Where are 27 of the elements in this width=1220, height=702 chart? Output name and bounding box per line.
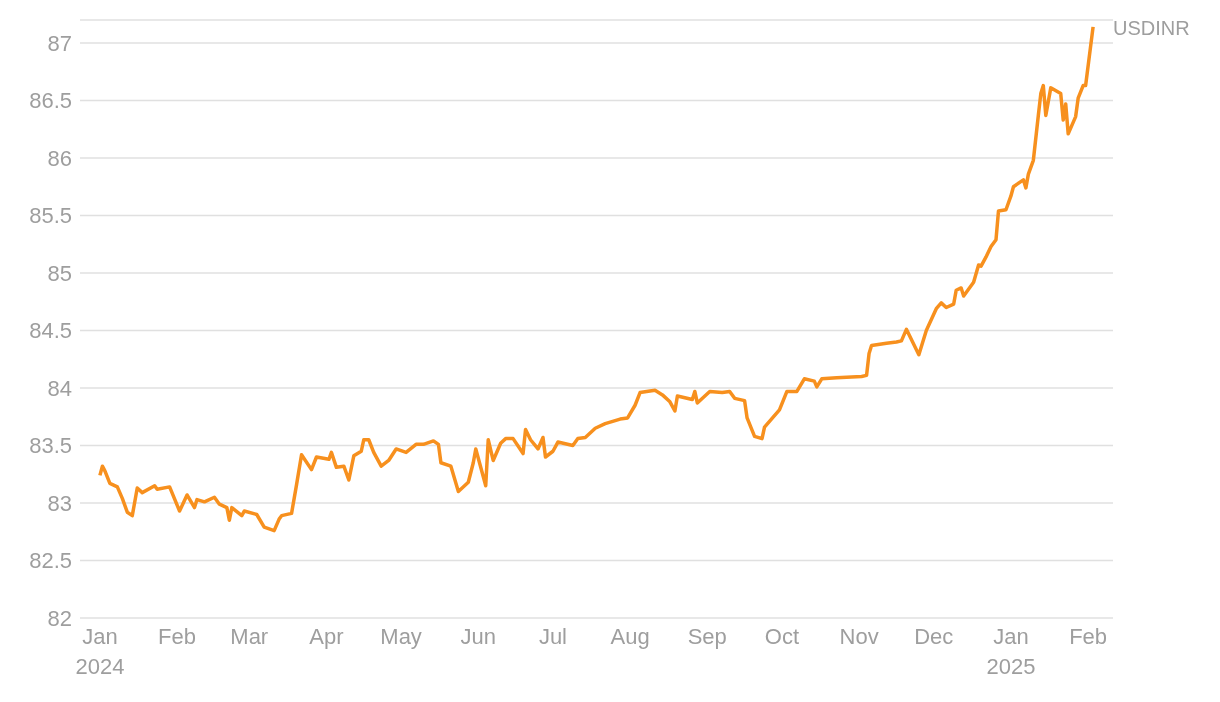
y-tick-label: 84 [47,375,72,401]
x-tick-label: May [380,624,422,649]
x-tick-label: Nov [839,624,879,649]
x-tick-label: Jan 2025 [986,624,1036,679]
y-tick-label: 86 [47,145,72,171]
x-tick-label: Aug [610,624,650,649]
x-tick-label: Feb [158,624,197,649]
y-tick-label: 86.5 [29,88,72,114]
y-tick-label: 84.5 [29,318,72,344]
y-tick-label: 85.5 [29,203,72,229]
line-series [98,25,1095,533]
x-tick-label: Dec [914,624,954,649]
y-tick-label: 82 [47,605,72,631]
series-label: USDINR [1113,16,1190,39]
x-tick-label: Jun [460,624,497,649]
y-tick-label: 87 [47,30,72,56]
x-tick-label: Mar [230,624,269,649]
y-tick-label: 82.5 [29,548,72,574]
y-tick-label: 85 [47,260,72,286]
x-tick-label: Apr [309,624,344,649]
x-tick-label: Feb [1069,624,1108,649]
y-tick-label: 83.5 [29,433,72,459]
y-tick-label: 83 [47,490,72,516]
x-tick-label: Oct [764,624,800,649]
x-tick-label: Jul [538,624,567,649]
x-tick-label: Jan 2024 [75,624,125,679]
x-tick-label: Sep [687,624,727,649]
